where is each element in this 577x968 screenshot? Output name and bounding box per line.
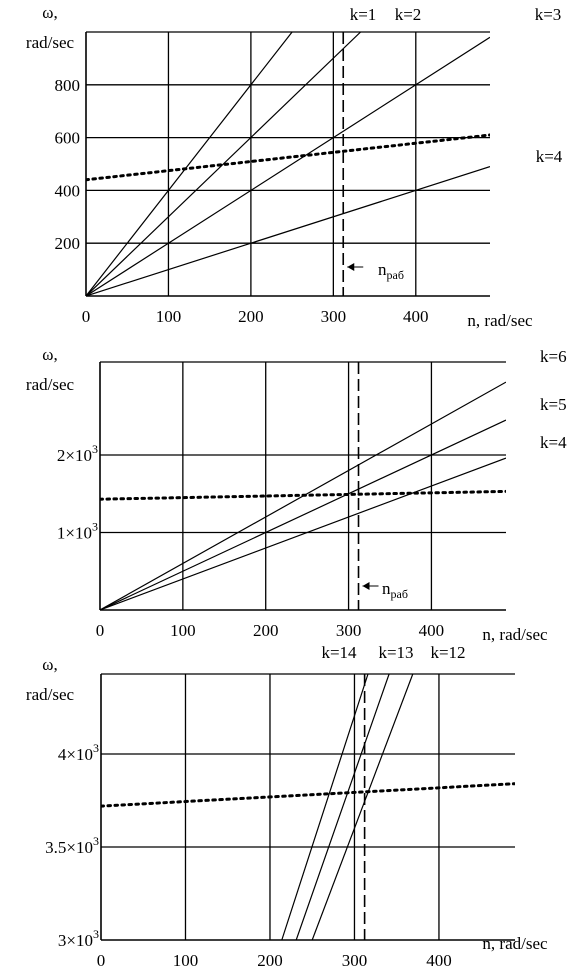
- y-tick-exponent: 3: [93, 834, 99, 848]
- y-tick-label: 400: [55, 181, 81, 200]
- x-tick-label: 400: [419, 621, 445, 640]
- marker-arrow-head: [347, 263, 355, 271]
- x-tick-label: 0: [97, 951, 106, 968]
- marker-arrow-head: [362, 582, 370, 590]
- series-label: k=12: [430, 643, 465, 662]
- x-tick-label: 0: [82, 307, 91, 326]
- y-tick-label: 600: [55, 129, 81, 148]
- y-tick-label: 4×103: [58, 741, 99, 764]
- series-line: [100, 419, 506, 610]
- y-tick-exponent: 3: [92, 520, 98, 534]
- y-axis-label-line1: ω,: [42, 345, 57, 364]
- series-label: k=13: [378, 643, 413, 662]
- y-tick-exponent: 3: [93, 927, 99, 941]
- dotted-curve: [100, 489, 506, 501]
- dotted-curve: [101, 782, 515, 808]
- x-tick-label: 100: [173, 951, 199, 968]
- y-axis-label-line2: rad/sec: [26, 685, 75, 704]
- y-tick-exponent: 3: [93, 741, 99, 755]
- y-tick-label: 1×103: [57, 520, 98, 543]
- x-tick-label: 400: [403, 307, 429, 326]
- series-label: k=2: [395, 5, 422, 24]
- series-line: [100, 457, 506, 610]
- x-axis-label: n, rad/sec: [482, 934, 548, 953]
- y-axis-label-line2: rad/sec: [26, 33, 75, 52]
- plot-area: [100, 381, 506, 610]
- y-tick-mantissa: 4×10: [58, 745, 93, 764]
- y-tick-mantissa: 2×10: [57, 446, 92, 465]
- y-tick-label: 3×103: [58, 927, 99, 950]
- y-tick-mantissa: 3×10: [58, 931, 93, 950]
- series-label: k=4: [540, 433, 567, 452]
- x-tick-label: 300: [342, 951, 368, 968]
- marker-label: nраб: [382, 579, 408, 601]
- y-axis-label-line1: ω,: [42, 655, 57, 674]
- dotted-curve: [86, 133, 490, 182]
- y-tick-label: 3.5×103: [45, 834, 99, 857]
- x-axis-label: n, rad/sec: [482, 625, 548, 644]
- series-label: k=4: [536, 147, 563, 166]
- y-tick-label: 800: [55, 76, 81, 95]
- marker-label-subscript: раб: [387, 268, 404, 282]
- chart-bottom: 0 100 200 300 4003×1033.5×1034×103ω,rad/secn…: [26, 643, 548, 968]
- series-line: [86, 32, 362, 296]
- marker-label-main: n: [378, 260, 387, 279]
- series-label: k=3: [535, 5, 562, 24]
- series-line: [281, 674, 369, 940]
- x-tick-label: 100: [170, 621, 196, 640]
- series-line: [295, 674, 390, 940]
- y-tick-mantissa: 1×10: [57, 524, 92, 543]
- series-label: k=1: [350, 5, 377, 24]
- series-line: [311, 674, 414, 940]
- series-label: k=14: [321, 643, 357, 662]
- gridlines: [100, 362, 506, 610]
- gridlines: [86, 32, 490, 296]
- x-tick-label: 0: [96, 621, 105, 640]
- series-line: [86, 36, 490, 296]
- x-tick-label: 300: [321, 307, 347, 326]
- plot-area: [86, 32, 490, 296]
- x-tick-label: 400: [426, 951, 452, 968]
- y-axis-label-line2: rad/sec: [26, 375, 75, 394]
- series-label: k=6: [540, 347, 567, 366]
- x-tick-label: 200: [238, 307, 264, 326]
- x-axis-label: n, rad/sec: [467, 311, 533, 330]
- series-label: k=5: [540, 395, 567, 414]
- plot-area: [101, 674, 515, 940]
- x-tick-label: 100: [156, 307, 182, 326]
- chart-top: 0 100 200 300 400 200 400 600 800 ω, rad/sec n, rad…: [26, 3, 563, 330]
- y-tick-label: 200: [55, 234, 81, 253]
- y-tick-mantissa: 3.5×10: [45, 838, 93, 857]
- series-line: [86, 166, 490, 296]
- y-axis-label-line1: ω,: [42, 3, 57, 22]
- series-line: [86, 32, 293, 296]
- x-tick-label: 300: [336, 621, 362, 640]
- marker-label-subscript: раб: [391, 587, 408, 601]
- gridlines: [101, 674, 515, 940]
- marker-label: nраб: [378, 260, 404, 282]
- x-tick-label: 200: [253, 621, 279, 640]
- y-tick-label: 2×103: [57, 442, 98, 465]
- y-tick-exponent: 3: [92, 442, 98, 456]
- marker-label-main: n: [382, 579, 391, 598]
- x-tick-label: 200: [257, 951, 283, 968]
